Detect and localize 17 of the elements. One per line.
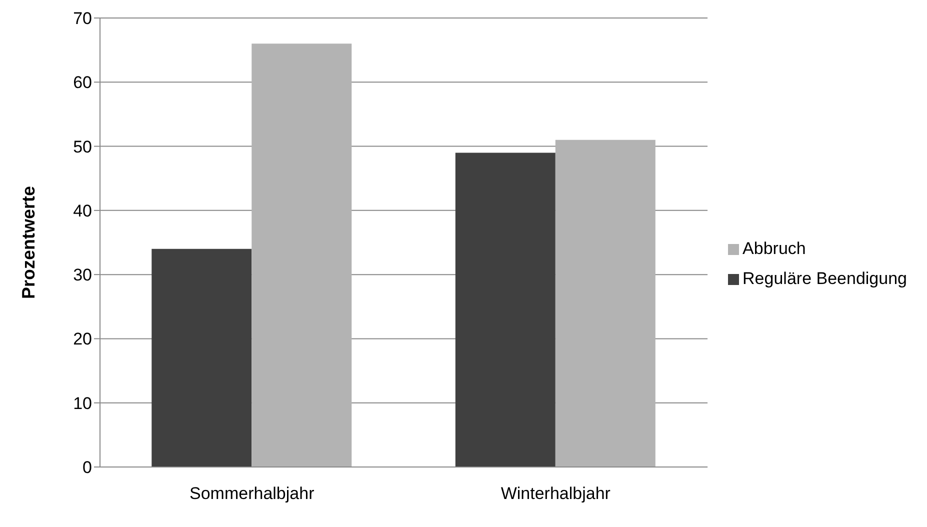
y-tick-label: 40	[73, 201, 92, 220]
y-tick-label: 20	[73, 330, 92, 349]
x-tick-label: Sommerhalbjahr	[190, 484, 315, 504]
legend-label: Abbruch	[742, 238, 806, 258]
y-tick-label: 70	[73, 9, 92, 28]
bar	[252, 44, 352, 467]
y-tick-label: 60	[73, 73, 92, 92]
y-tick-label: 30	[73, 266, 92, 285]
x-tick-label: Winterhalbjahr	[500, 484, 611, 504]
y-tick-label: 50	[73, 137, 92, 156]
y-axis-title: Prozentwerte	[18, 186, 38, 300]
y-tick-label: 10	[73, 394, 92, 413]
bar	[455, 152, 556, 467]
bar	[555, 140, 656, 467]
bar	[152, 248, 252, 467]
legend-label: Reguläre Beendigung	[742, 268, 907, 288]
y-tick-label: 0	[82, 458, 92, 478]
